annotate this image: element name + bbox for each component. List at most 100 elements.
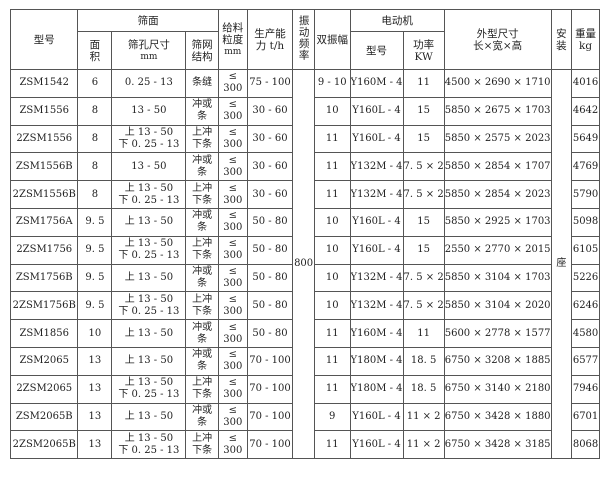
cell-model: 2ZSM2065: [9, 374, 79, 404]
cell-weight: 6701: [571, 402, 600, 432]
cell-capacity: 70 - 100: [246, 430, 294, 460]
cell-double-amplitude: 10: [313, 96, 351, 126]
cell-weight: 6246: [571, 291, 600, 321]
cell-mesh-structure: 上冲 下条: [185, 180, 219, 209]
cell-motor-power: 18. 5: [402, 374, 445, 404]
table-row: 2ZSM2065B 13 上 13 - 50 下 0. 25 - 13 上冲 下条 ≤300…: [9, 430, 600, 460]
header-capacity: 生产能力 t/h: [246, 9, 294, 70]
cell-model: ZSM1556B: [9, 152, 79, 182]
cell-double-amplitude: 9 - 10: [313, 69, 351, 98]
cell-capacity: 30 - 60: [246, 124, 294, 154]
cell-capacity: 70 - 100: [246, 402, 294, 432]
cell-hole-size: 上 13 - 50: [111, 319, 187, 348]
cell-weight: 4016: [571, 69, 600, 98]
header-mesh-structure: 筛网 结构: [185, 31, 219, 70]
cell-model: 2ZSM1556: [9, 124, 79, 154]
cell-double-amplitude: 10: [313, 263, 351, 293]
table-row: 2ZSM1556B 8 上 13 - 50 下 0. 25 - 13 上冲 下条 ≤300 3…: [9, 180, 600, 209]
cell-dimensions: 6750 × 3208 × 1885: [443, 346, 552, 376]
cell-capacity: 30 - 60: [246, 152, 294, 182]
cell-weight: 5226: [571, 263, 600, 293]
header-double-amplitude: 双振幅: [313, 9, 351, 70]
cell-feed-size: ≤300: [217, 69, 248, 98]
header-screen-surface: 筛面: [77, 9, 219, 32]
cell-motor-power: 15: [402, 124, 445, 154]
cell-area: 9. 5: [77, 235, 113, 265]
cell-motor-model: Y160M - 4: [349, 319, 404, 348]
cell-hole-size: 上 13 - 50: [111, 207, 187, 237]
cell-hole-size: 上 13 - 50: [111, 402, 187, 432]
cell-double-amplitude: 10: [313, 207, 351, 237]
cell-capacity: 50 - 80: [246, 263, 294, 293]
cell-area: 9. 5: [77, 207, 113, 237]
cell-area: 6: [77, 69, 113, 98]
cell-feed-size: ≤300: [217, 235, 248, 265]
cell-dimensions: 5850 × 2575 × 2023: [443, 124, 552, 154]
cell-feed-size: ≤300: [217, 124, 248, 154]
cell-mesh-structure: 上冲 下条: [185, 374, 219, 404]
cell-motor-model: Y132M - 4: [349, 152, 404, 182]
cell-dimensions: 5850 × 3104 × 1703: [443, 263, 552, 293]
cell-capacity: 70 - 100: [246, 374, 294, 404]
cell-weight: 4769: [571, 152, 600, 182]
cell-mesh-structure: 冲或条: [185, 346, 219, 376]
header-model: 型号: [9, 9, 79, 70]
cell-model: 2ZSM2065B: [9, 430, 79, 460]
cell-hole-size: 上 13 - 50: [111, 346, 187, 376]
cell-model: ZSM1856: [9, 319, 79, 348]
cell-feed-size: ≤300: [217, 180, 248, 209]
cell-install: 座: [550, 68, 573, 460]
cell-dimensions: 4500 × 2690 × 1710: [443, 69, 552, 98]
cell-area: 8: [77, 96, 113, 126]
cell-hole-size: 13 - 50: [111, 152, 187, 182]
cell-area: 9. 5: [77, 263, 113, 293]
header-weight: 重量 kg: [571, 9, 600, 70]
cell-area: 9. 5: [77, 291, 113, 321]
cell-double-amplitude: 11: [313, 374, 351, 404]
cell-motor-model: Y180M - 4: [349, 374, 404, 404]
cell-motor-power: 7. 5 × 2: [402, 263, 445, 293]
cell-dimensions: 5850 × 2854 × 1707: [443, 152, 552, 182]
cell-area: 13: [77, 430, 113, 460]
cell-dimensions: 2550 × 2770 × 2015: [443, 235, 552, 265]
header-motor-power: 功率 KW: [402, 31, 445, 70]
cell-mesh-structure: 上冲 下条: [185, 235, 219, 265]
cell-motor-model: Y160M - 4: [349, 69, 404, 98]
cell-dimensions: 5850 × 2675 × 1703: [443, 96, 552, 126]
cell-motor-model: Y160L - 4: [349, 207, 404, 237]
cell-dimensions: 5850 × 3104 × 2020: [443, 291, 552, 321]
cell-model: ZSM1756A: [9, 207, 79, 237]
cell-motor-power: 7. 5 × 2: [402, 291, 445, 321]
table-row: ZSM2065B 13 上 13 - 50 冲或条 ≤300 70 - 100 9 Y160L…: [9, 402, 600, 432]
cell-dimensions: 6750 × 3140 × 2180: [443, 374, 552, 404]
cell-motor-power: 11: [402, 69, 445, 98]
cell-motor-model: Y180M - 4: [349, 346, 404, 376]
cell-weight: 4642: [571, 96, 600, 126]
cell-feed-size: ≤300: [217, 263, 248, 293]
cell-motor-model: Y160L - 4: [349, 124, 404, 154]
cell-mesh-structure: 上冲 下条: [185, 124, 219, 154]
cell-motor-power: 7. 5 × 2: [402, 180, 445, 209]
cell-capacity: 50 - 80: [246, 235, 294, 265]
cell-model: 2ZSM1756B: [9, 291, 79, 321]
cell-area: 8: [77, 124, 113, 154]
cell-model: ZSM1542: [9, 69, 79, 98]
cell-feed-size: ≤300: [217, 319, 248, 348]
cell-mesh-structure: 上冲 下条: [185, 430, 219, 460]
cell-hole-size: 上 13 - 50 下 0. 25 - 13: [111, 430, 187, 460]
cell-weight: 5790: [571, 180, 600, 209]
cell-double-amplitude: 11: [313, 430, 351, 460]
cell-motor-model: Y160L - 4: [349, 96, 404, 126]
cell-feed-size: ≤300: [217, 96, 248, 126]
cell-double-amplitude: 10: [313, 291, 351, 321]
header-hole-size: 筛孔尺寸 mm: [111, 31, 187, 70]
cell-mesh-structure: 冲或条: [185, 263, 219, 293]
cell-motor-model: Y132M - 4: [349, 291, 404, 321]
cell-double-amplitude: 11: [313, 319, 351, 348]
cell-capacity: 30 - 60: [246, 180, 294, 209]
cell-motor-model: Y132M - 4: [349, 263, 404, 293]
cell-hole-size: 上 13 - 50: [111, 263, 187, 293]
cell-capacity: 50 - 80: [246, 291, 294, 321]
cell-feed-size: ≤300: [217, 374, 248, 404]
